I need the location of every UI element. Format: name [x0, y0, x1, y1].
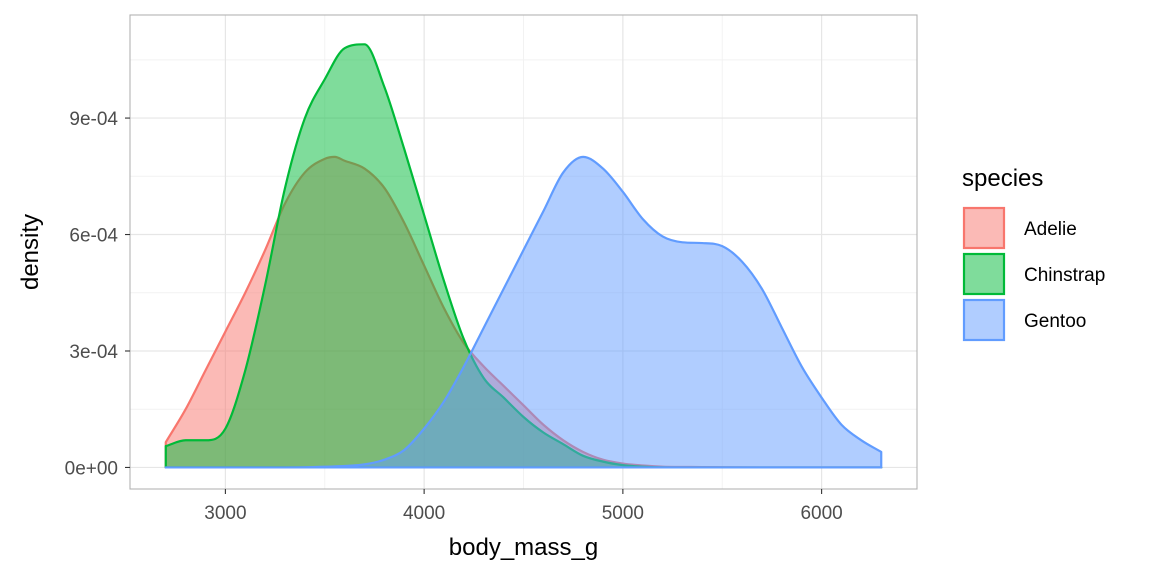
y-tick-label: 6e-04 — [69, 226, 118, 247]
x-tick-label: 6000 — [800, 503, 842, 524]
y-tick-label: 9e-04 — [69, 109, 118, 130]
y-tick-label: 3e-04 — [69, 342, 118, 363]
legend-label-gentoo: Gentoo — [1024, 311, 1086, 332]
gentoo-density-area — [165, 156, 882, 468]
legend-key-gentoo — [962, 298, 1006, 342]
panel-border — [129, 14, 918, 490]
y-tick-label: 0e+00 — [65, 458, 118, 479]
legend: species Adelie Chinstrap Gentoo — [962, 165, 1105, 342]
x-tick-label: 3000 — [204, 503, 246, 524]
chinstrap-density-area — [165, 44, 882, 468]
x-tick-label: 5000 — [602, 503, 644, 524]
legend-key-chinstrap — [962, 252, 1006, 296]
x-axis-title: body_mass_g — [449, 534, 598, 561]
legend-label-chinstrap: Chinstrap — [1024, 265, 1105, 286]
legend-title: species — [962, 165, 1043, 192]
y-axis-title: density — [17, 214, 44, 290]
x-tick-label: 4000 — [403, 503, 445, 524]
gentoo-density-line — [164, 155, 883, 469]
density-areas — [164, 43, 883, 469]
legend-key-adelie — [962, 206, 1006, 250]
axis-ticks: 3000 4000 5000 6000 0e+00 3e-04 6e-04 9e-04 — [65, 109, 843, 524]
legend-label-adelie: Adelie — [1024, 219, 1077, 240]
